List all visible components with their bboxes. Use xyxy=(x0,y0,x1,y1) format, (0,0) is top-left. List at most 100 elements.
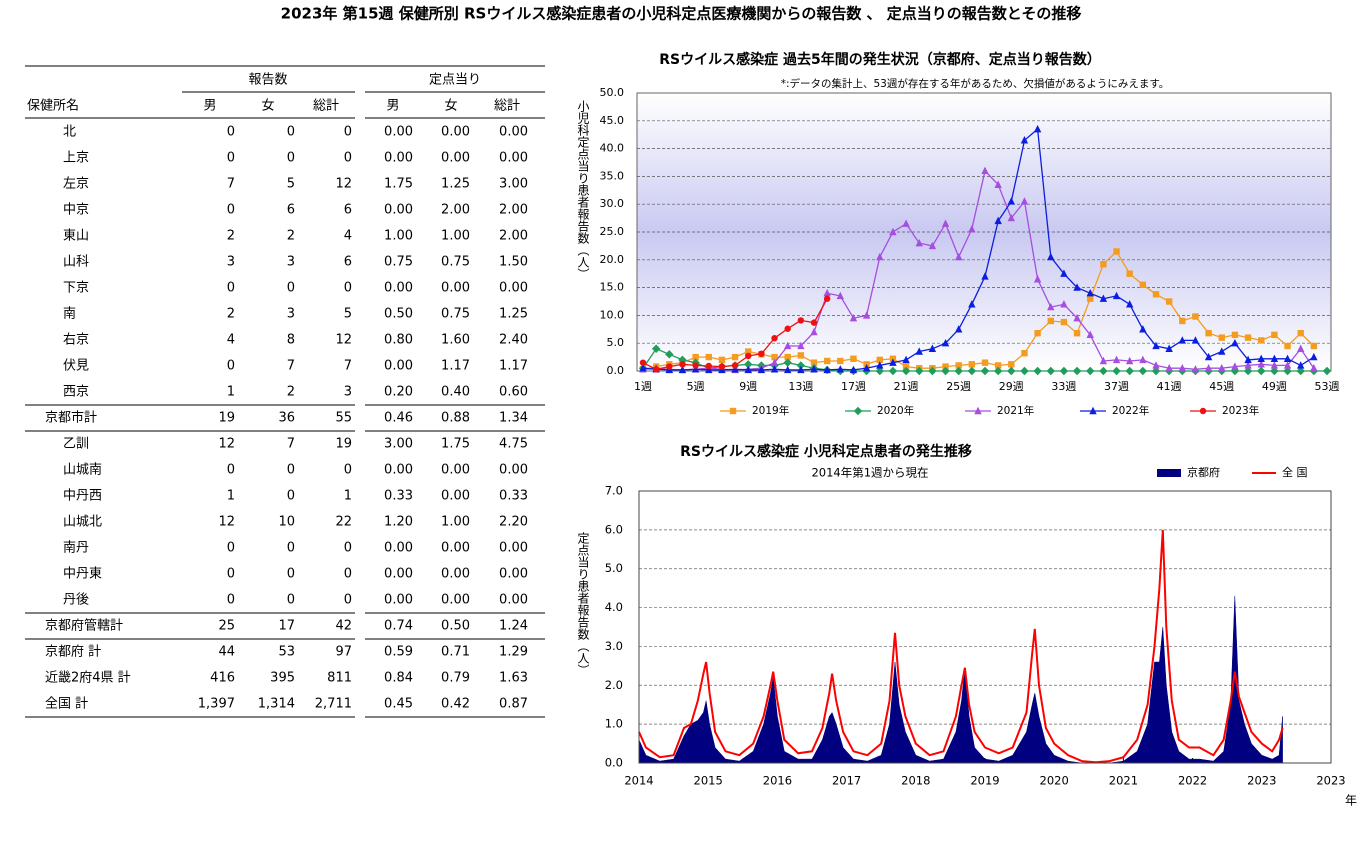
marker xyxy=(901,366,911,376)
marker xyxy=(692,362,699,369)
table-cell: 25 xyxy=(218,619,235,634)
marker xyxy=(757,365,766,374)
marker xyxy=(954,366,963,376)
marker xyxy=(1060,300,1068,308)
y-tick-label: 15.0 xyxy=(600,281,625,294)
marker xyxy=(823,365,831,374)
marker xyxy=(1204,364,1213,372)
marker xyxy=(639,359,647,366)
table-cell: 0 xyxy=(287,489,295,504)
marker xyxy=(692,353,699,361)
table-cell: 0 xyxy=(287,593,295,608)
y-tick-label: 25.0 xyxy=(600,225,625,238)
marker xyxy=(1165,298,1173,305)
table-cell: 0.00 xyxy=(499,463,528,478)
table-row-name: 下京 xyxy=(63,281,89,296)
table-cell: 1.20 xyxy=(384,515,413,530)
x-tick-label: 49週 xyxy=(1262,380,1287,393)
marker xyxy=(1243,366,1253,376)
marker xyxy=(705,365,713,374)
marker xyxy=(954,252,963,261)
marker xyxy=(1152,291,1160,298)
marker xyxy=(1283,354,1292,362)
marker xyxy=(1218,364,1226,372)
marker xyxy=(981,272,989,280)
table-cell: 0 xyxy=(227,281,235,296)
table-cell: 0.00 xyxy=(441,281,470,296)
marker xyxy=(758,350,765,357)
marker xyxy=(1178,364,1187,372)
table-column-header: 男 xyxy=(386,99,399,114)
legend-label: 京都府 xyxy=(1187,466,1220,479)
marker xyxy=(1073,329,1081,337)
table-cell: 0.00 xyxy=(499,567,528,582)
table-row-name: 山城南 xyxy=(63,462,102,478)
marker xyxy=(797,341,805,350)
marker xyxy=(1113,248,1120,255)
table-cell: 1 xyxy=(227,489,235,504)
marker xyxy=(968,361,976,368)
x-tick-label: 1週 xyxy=(634,380,652,393)
marker xyxy=(745,352,752,360)
marker xyxy=(993,366,1003,376)
marker xyxy=(974,406,982,415)
table-cell: 0.33 xyxy=(499,489,528,504)
table-cell: 0 xyxy=(227,463,235,478)
x-tick-label: 5週 xyxy=(687,380,705,393)
x-tick-label: 2016 xyxy=(763,774,792,788)
table-cell: 4 xyxy=(227,333,235,348)
chart-subtitle: 2014年第1週から現在 xyxy=(811,466,928,480)
marker xyxy=(1139,325,1147,333)
table-cell: 10 xyxy=(278,515,295,530)
table-row-name: 近畿2府4県 計 xyxy=(45,670,131,686)
series-line xyxy=(642,169,1315,371)
marker xyxy=(691,365,700,373)
table-cell: 1.17 xyxy=(499,359,528,374)
table-cell: 0 xyxy=(287,541,295,556)
table-cell: 55 xyxy=(335,411,352,426)
table-cell: 0 xyxy=(227,359,235,374)
marker xyxy=(797,352,805,359)
marker xyxy=(1152,341,1160,350)
table-cell: 0 xyxy=(287,463,295,478)
table-cell: 0 xyxy=(344,567,352,582)
table-cell: 0 xyxy=(227,541,235,556)
table-row-name: 南丹 xyxy=(63,540,89,556)
table-cell: 7 xyxy=(287,359,295,374)
marker xyxy=(705,362,712,370)
table-cell: 0.00 xyxy=(499,593,528,608)
x-tick-label: 2022 xyxy=(1178,774,1207,788)
marker xyxy=(849,313,858,322)
table-cell: 19 xyxy=(218,411,235,426)
table-row-name: 京都府 計 xyxy=(45,644,101,660)
table-cell: 2.00 xyxy=(499,203,528,218)
table-row-name: 北 xyxy=(63,125,76,140)
table-cell: 0.00 xyxy=(441,125,470,140)
table-cell: 0.71 xyxy=(441,645,470,660)
marker xyxy=(744,360,753,369)
marker xyxy=(1099,356,1108,365)
marker xyxy=(1047,302,1055,311)
table-cell: 19 xyxy=(335,437,352,452)
table-cell: 811 xyxy=(327,671,352,686)
table-cell: 1.29 xyxy=(499,645,528,660)
marker xyxy=(1244,334,1252,341)
marker xyxy=(1199,407,1207,415)
table-column-header: 総計 xyxy=(494,98,520,114)
marker xyxy=(1139,281,1147,289)
chart-note: *:データの集計上、53週が存在する年があるため、欠損値があるようにみえます。 xyxy=(781,77,1170,90)
x-tick-label: 17週 xyxy=(841,380,866,393)
table-cell: 0.80 xyxy=(384,333,413,348)
marker xyxy=(1283,361,1292,369)
table-column-header: 女 xyxy=(444,99,457,114)
marker xyxy=(1244,355,1252,364)
marker xyxy=(718,363,726,370)
table-row-name: 京都府管轄計 xyxy=(45,618,123,634)
table-cell: 2 xyxy=(287,385,295,400)
marker xyxy=(1218,347,1226,355)
marker xyxy=(797,317,805,324)
marker xyxy=(1270,366,1279,376)
series-line xyxy=(642,127,1315,371)
table-cell: 12 xyxy=(335,177,352,192)
table-cell: 3.00 xyxy=(384,437,413,452)
